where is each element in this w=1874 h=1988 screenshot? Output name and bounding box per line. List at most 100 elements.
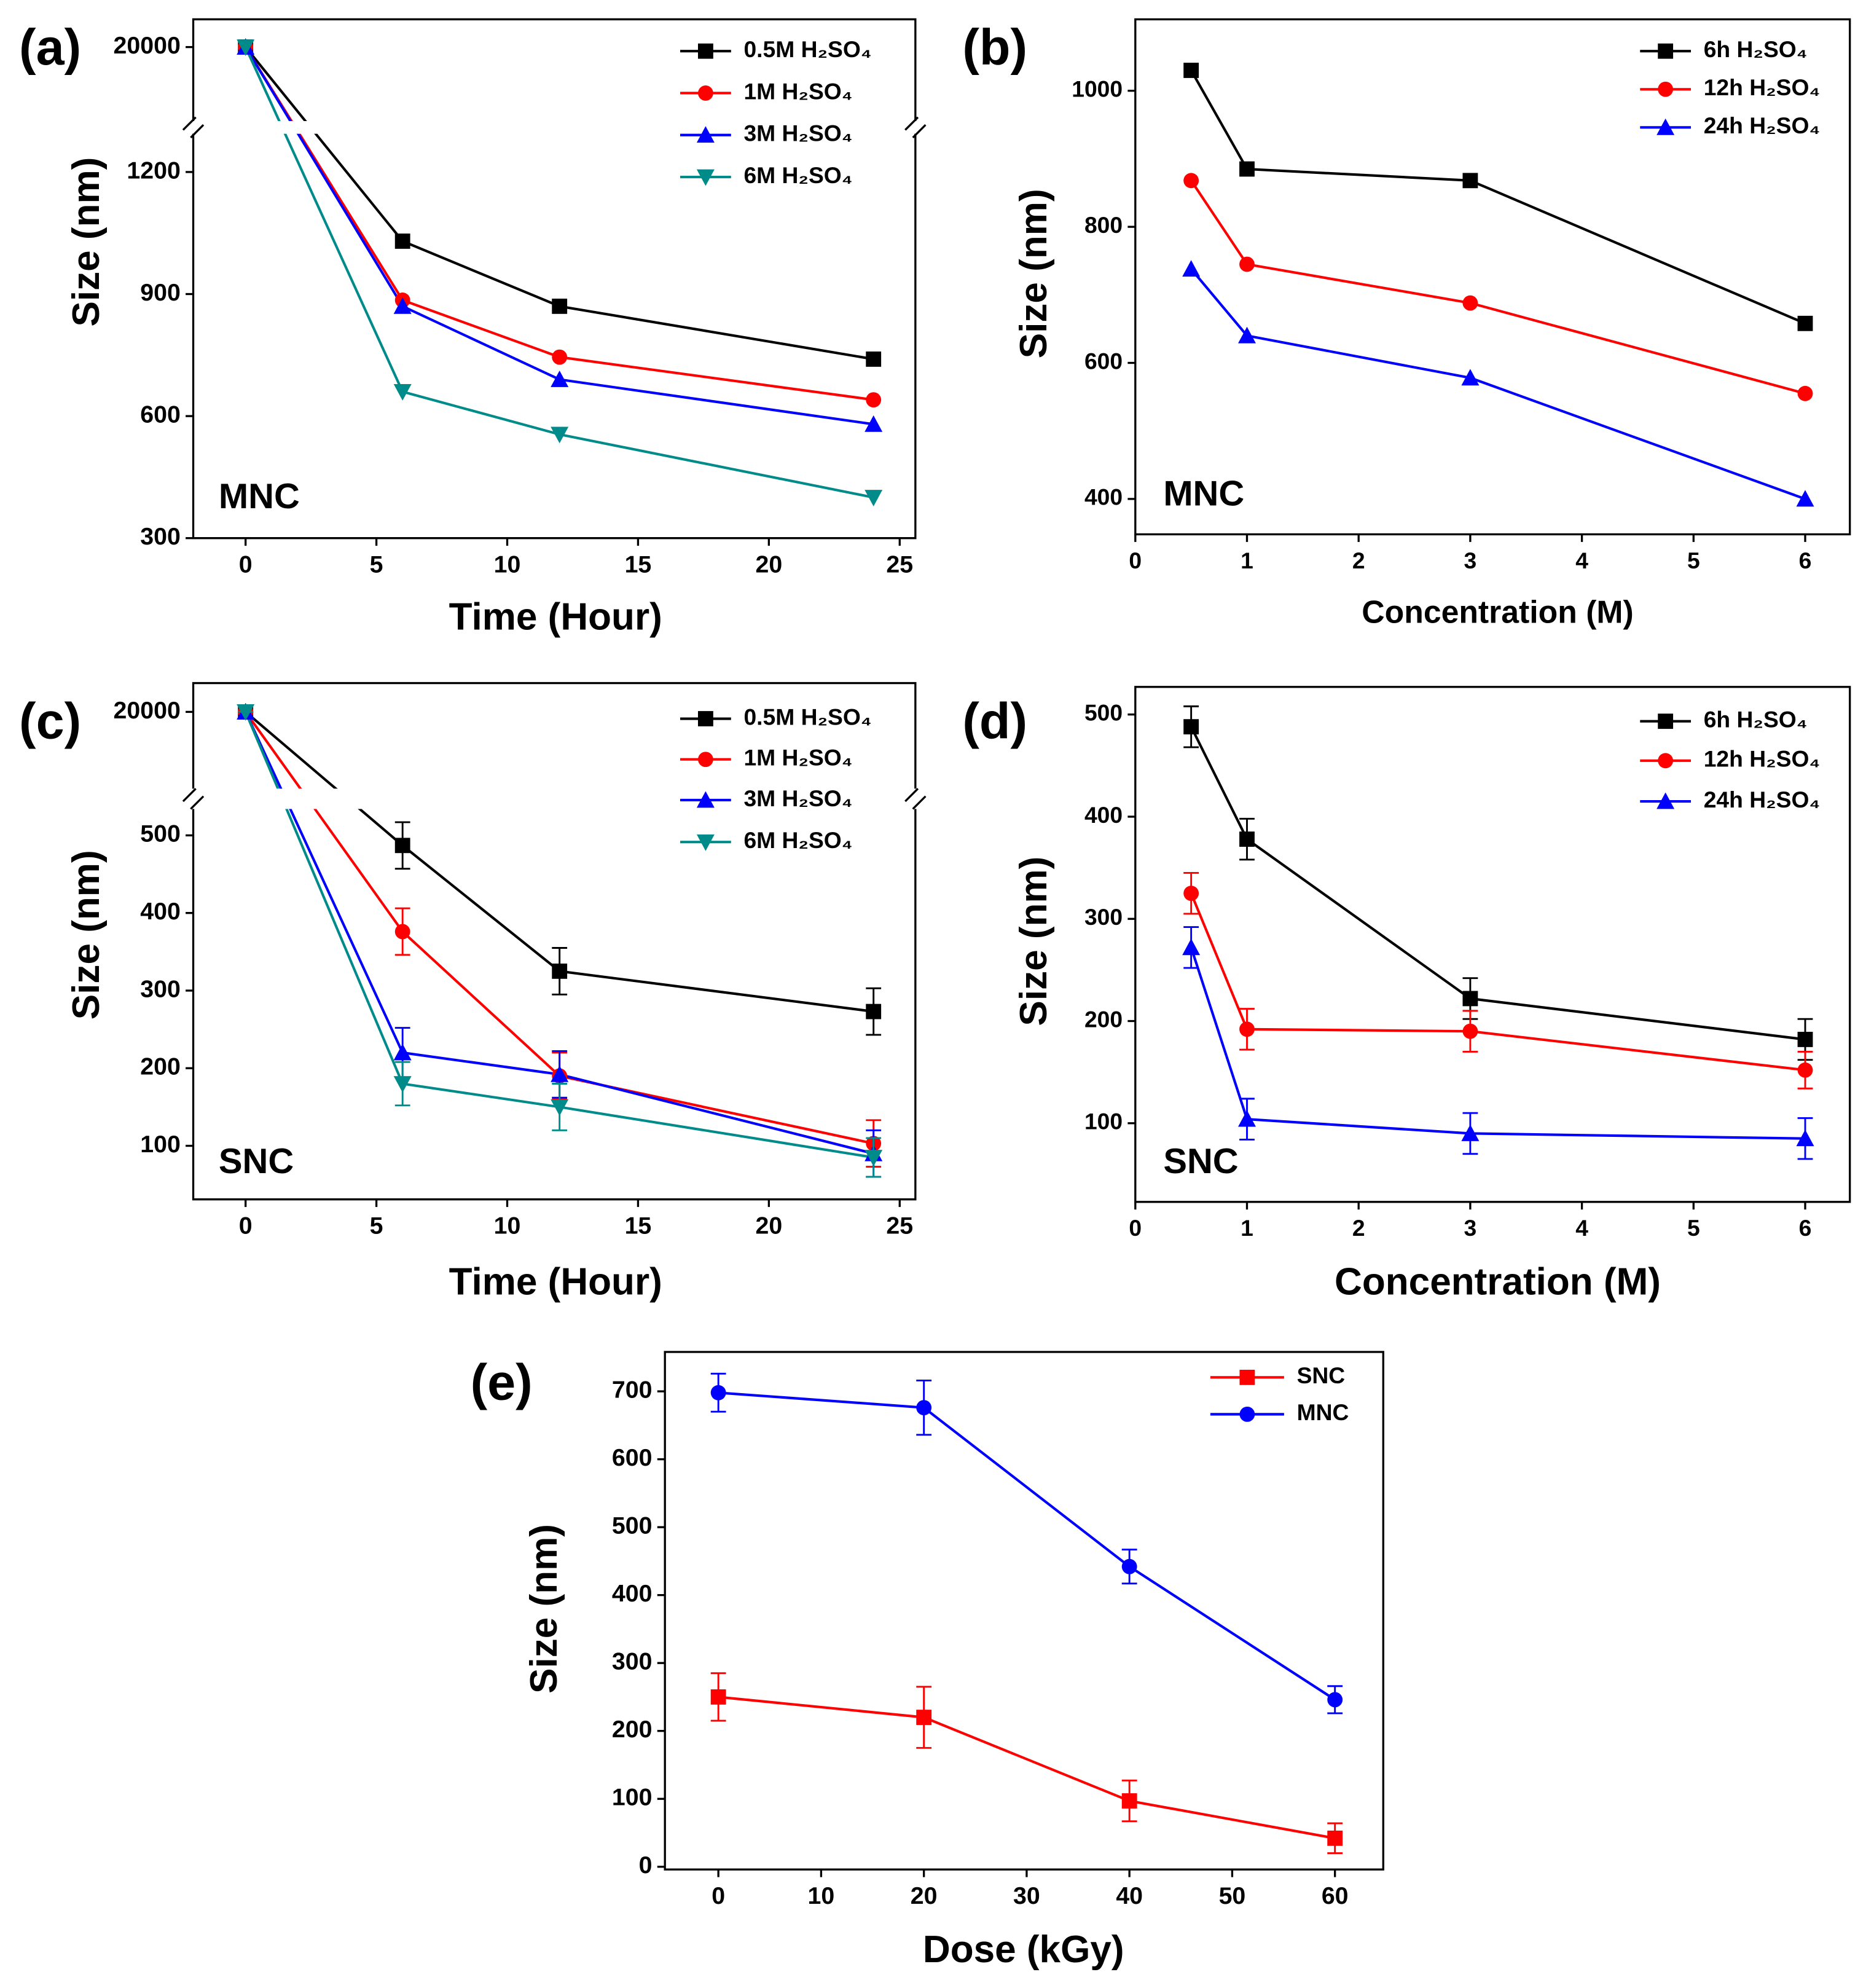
annotation: MNC (219, 477, 300, 516)
x-axis-label: Time (Hour) (449, 1261, 662, 1303)
marker (1183, 886, 1199, 902)
marker (1239, 1021, 1255, 1037)
x-tick-label: 20 (911, 1882, 938, 1909)
series-line (1190, 179, 1806, 395)
marker (552, 349, 568, 365)
series-line (1190, 268, 1806, 500)
marker (1238, 326, 1256, 344)
y-tick-label: 400 (612, 1580, 653, 1607)
marker (237, 704, 255, 721)
marker (1462, 173, 1478, 189)
series-line (244, 46, 874, 499)
series-line (245, 710, 874, 1013)
legend-label: 12h H₂SO₄ (1704, 746, 1820, 772)
marker (1461, 1124, 1480, 1141)
axis-break-mark (904, 116, 927, 139)
legend-label: 24h H₂SO₄ (1704, 112, 1820, 138)
marker (696, 126, 715, 143)
series-line (1190, 726, 1806, 1041)
y-tick-label: 400 (140, 898, 181, 925)
marker (1462, 295, 1478, 311)
x-tick-label: 15 (625, 551, 652, 578)
marker (697, 85, 713, 101)
y-axis-label: Size (nm) (1013, 189, 1055, 358)
marker (393, 383, 412, 401)
panel-label: (a) (19, 18, 81, 76)
x-tick-label: 5 (370, 551, 383, 578)
marker (710, 1385, 726, 1401)
legend-label: SNC (1297, 1362, 1346, 1388)
marker (394, 838, 410, 854)
x-tick-label: 4 (1575, 1215, 1588, 1241)
legend-label: 6M H₂SO₄ (743, 162, 852, 188)
y-tick-label: 900 (140, 279, 181, 306)
x-tick-label: 3 (1464, 548, 1477, 573)
marker (551, 371, 569, 387)
marker (394, 924, 410, 940)
plot-frame (664, 1351, 1384, 1871)
legend-label: 1M H₂SO₄ (743, 745, 852, 771)
axis-break-mark (904, 788, 927, 810)
y-tick-label: 1000 (1072, 76, 1123, 102)
marker (1658, 753, 1674, 769)
marker (1239, 831, 1255, 847)
marker (916, 1400, 932, 1416)
x-tick-label: 0 (1129, 1215, 1142, 1241)
x-tick-label: 20 (755, 551, 782, 578)
marker (697, 711, 713, 726)
x-tick-label: 40 (1116, 1882, 1143, 1909)
annotation: SNC (219, 1142, 294, 1181)
marker (710, 1689, 726, 1705)
marker (1658, 43, 1674, 59)
marker (1121, 1558, 1137, 1574)
plot-frame (1134, 686, 1851, 1203)
y-tick-label: 300 (140, 523, 181, 550)
y-tick-label: 500 (140, 820, 181, 847)
x-tick-label: 2 (1352, 548, 1365, 573)
x-tick-label: 3 (1464, 1215, 1477, 1241)
y-axis-label: Size (nm) (65, 157, 108, 327)
marker (697, 43, 713, 59)
series-line (244, 711, 874, 1159)
x-tick-label: 10 (494, 551, 521, 578)
axis-break-mark (182, 116, 205, 139)
x-tick-label: 5 (370, 1212, 383, 1240)
series-line (1190, 947, 1806, 1140)
marker (1239, 1406, 1255, 1422)
y-tick-label: 700 (612, 1376, 653, 1403)
legend-label: 6M H₂SO₄ (743, 827, 852, 853)
x-tick-label: 4 (1575, 548, 1588, 573)
marker (1239, 161, 1255, 177)
x-tick-label: 60 (1322, 1882, 1349, 1909)
y-axis-label: Size (nm) (523, 1524, 565, 1694)
plot-frame (192, 18, 917, 540)
x-tick-label: 0 (712, 1882, 725, 1909)
y-tick-label: 800 (1084, 212, 1123, 238)
y-tick-label: 1200 (127, 157, 180, 184)
marker (552, 298, 568, 314)
series-line (245, 711, 874, 1145)
marker (1656, 792, 1675, 809)
marker (1182, 938, 1201, 956)
marker (864, 1150, 883, 1166)
y-tick-label: 200 (1084, 1006, 1123, 1032)
marker (864, 415, 883, 432)
y-tick-label: 100 (612, 1784, 653, 1811)
legend-label: 6h H₂SO₄ (1704, 36, 1808, 62)
axis-break-gap (178, 120, 931, 134)
marker (1658, 713, 1674, 729)
marker (393, 1076, 412, 1093)
marker (697, 752, 713, 768)
x-tick-label: 15 (625, 1212, 652, 1240)
x-tick-label: 0 (239, 551, 253, 578)
marker (864, 490, 883, 506)
legend-label: 3M H₂SO₄ (743, 785, 852, 811)
series-line (1190, 69, 1806, 325)
x-axis-label: Concentration (M) (1362, 594, 1633, 630)
x-tick-label: 50 (1219, 1882, 1246, 1909)
panel-label: (b) (962, 18, 1027, 76)
marker (393, 1043, 412, 1061)
panel-label: (d) (962, 693, 1027, 750)
legend-label: MNC (1297, 1399, 1349, 1425)
